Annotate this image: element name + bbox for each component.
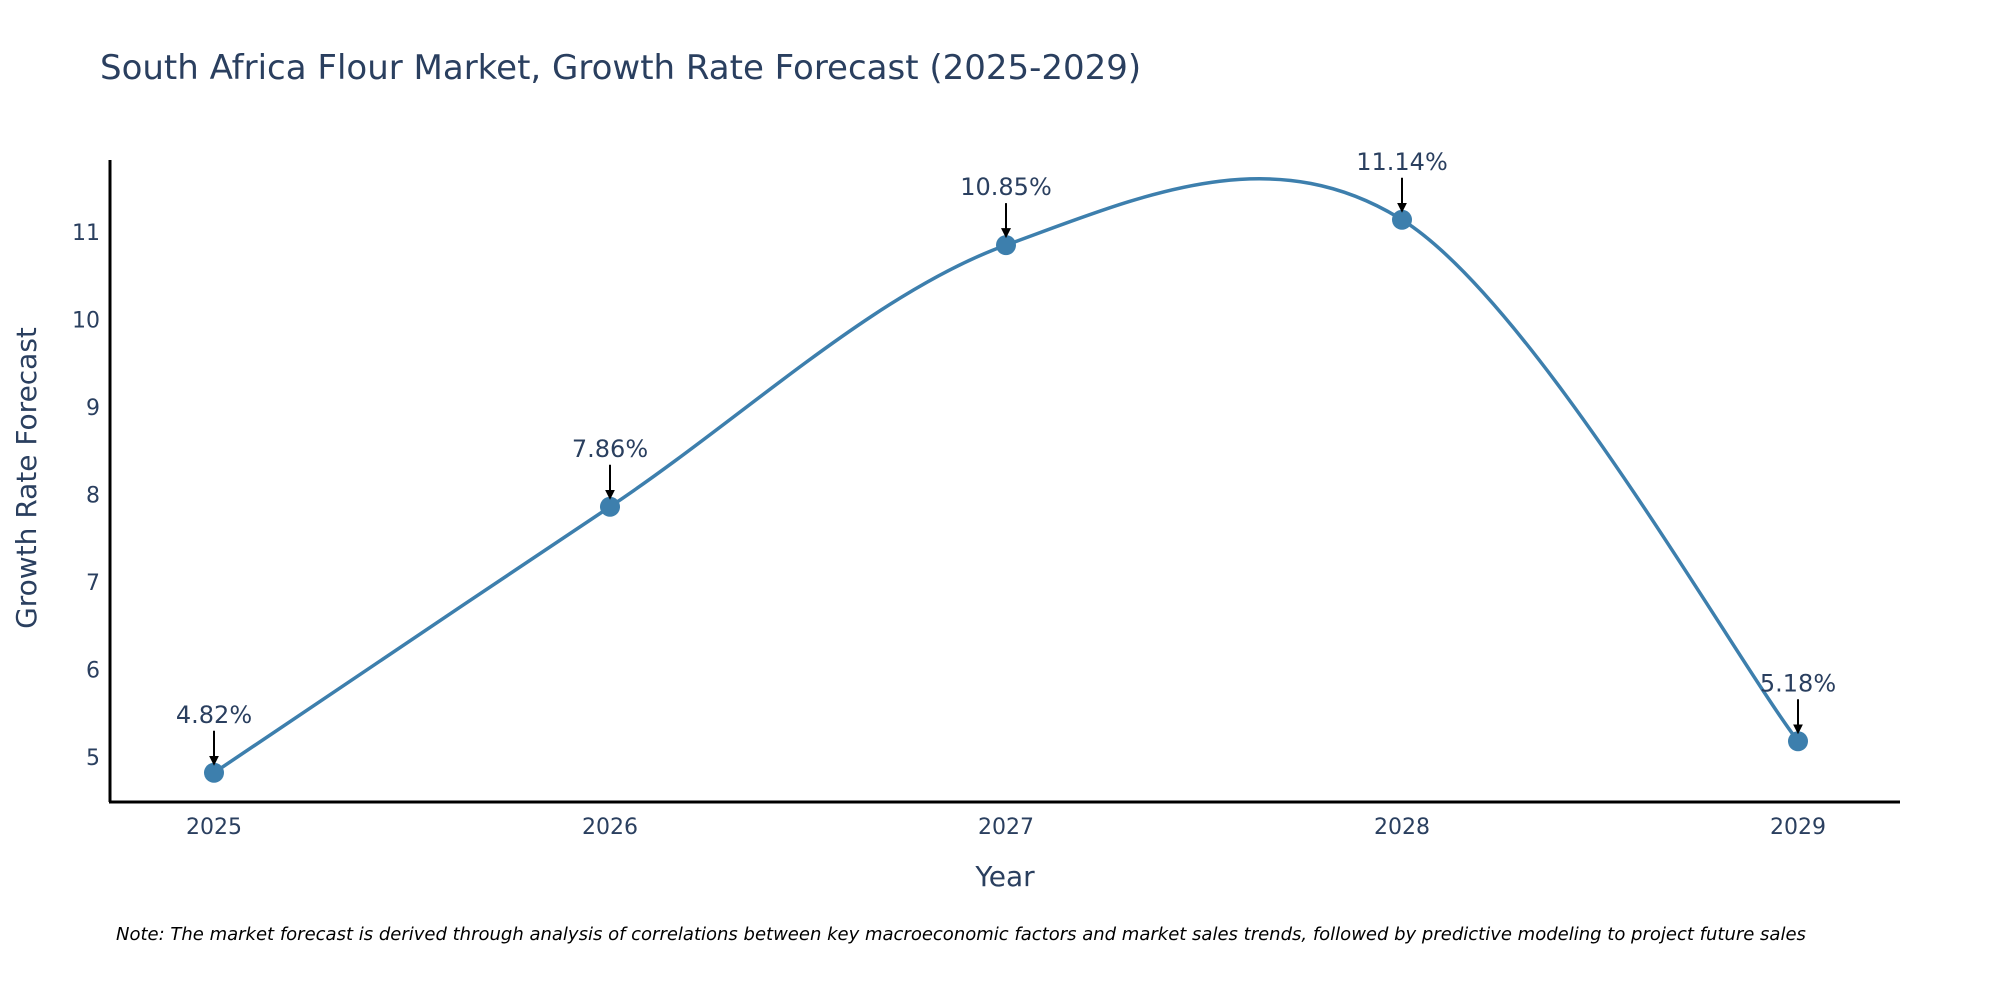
data-point-marker	[996, 235, 1016, 256]
x-tick-label: 2029	[1770, 815, 1826, 840]
data-point-marker	[1788, 731, 1808, 752]
y-axis-title: Growth Rate Forecast	[10, 327, 43, 629]
y-tick-labels: 5 6 7 8 9 10 11	[72, 221, 100, 771]
x-tick-label: 2026	[582, 815, 638, 840]
data-label: 10.85%	[960, 173, 1052, 201]
y-tick-label: 9	[86, 396, 100, 421]
x-axis-title: Year	[974, 860, 1035, 893]
y-tick-label: 6	[86, 659, 100, 684]
x-tick-label: 2025	[186, 815, 242, 840]
data-label-annotations: 4.82% 7.86% 10.85% 11.14% 5.18%	[176, 148, 1836, 766]
y-tick-label: 10	[72, 309, 100, 334]
plot-area: 5 6 7 8 9 10 11 2025 2026 2027 2028 2029 4.82% 7.86…	[72, 148, 1900, 840]
x-tick-label: 2028	[1374, 815, 1430, 840]
data-label: 11.14%	[1356, 148, 1448, 176]
data-markers	[204, 209, 1808, 783]
footnote: Note: The market forecast is derived thr…	[116, 924, 1806, 945]
data-point-marker	[600, 496, 620, 517]
x-tick-labels: 2025 2026 2027 2028 2029	[186, 815, 1826, 840]
y-tick-label: 5	[86, 746, 100, 771]
y-tick-label: 11	[72, 221, 100, 246]
data-label: 5.18%	[1760, 669, 1836, 697]
y-tick-label: 7	[86, 571, 100, 596]
x-tick-label: 2027	[978, 815, 1034, 840]
data-point-marker	[1392, 209, 1412, 230]
y-tick-label: 8	[86, 484, 100, 509]
chart-title: South Africa Flour Market, Growth Rate F…	[100, 48, 1141, 88]
data-label: 7.86%	[572, 435, 648, 463]
data-label: 4.82%	[176, 701, 252, 729]
data-point-marker	[204, 762, 224, 783]
series-line	[213, 177, 1800, 775]
